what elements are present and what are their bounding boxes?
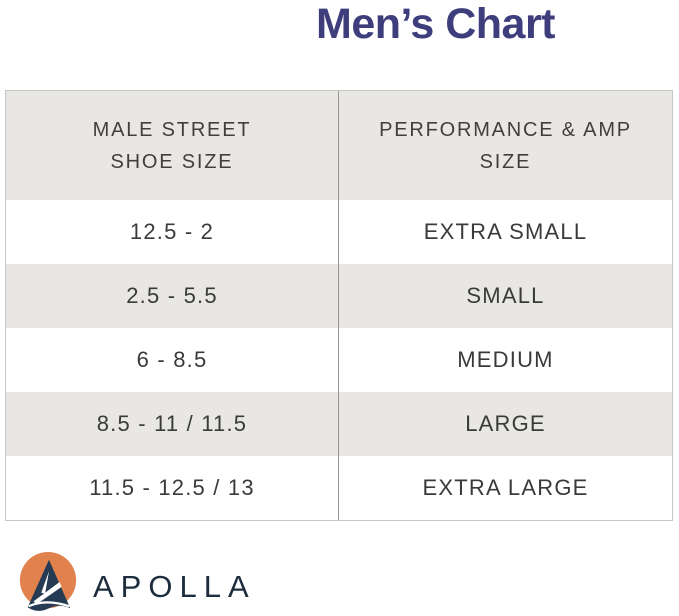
shoe-size-cell: 8.5 - 11 / 11.5 xyxy=(6,392,339,456)
shoe-size-cell: 2.5 - 5.5 xyxy=(6,264,339,328)
table-row: 2.5 - 5.5 SMALL xyxy=(6,264,672,328)
header-shoe-size-line2: SHOE SIZE xyxy=(110,150,234,173)
shoe-size-cell: 11.5 - 12.5 / 13 xyxy=(6,456,339,520)
amp-size-cell: SMALL xyxy=(466,283,545,308)
header-shoe-size: MALE STREET SHOE SIZE xyxy=(6,91,339,200)
apolla-mountain-a-icon xyxy=(17,550,79,616)
table-row: 11.5 - 12.5 / 13 EXTRA LARGE xyxy=(6,456,672,520)
page-title: Men’s Chart xyxy=(316,0,556,48)
header-shoe-size-line1: MALE STREET xyxy=(92,118,252,141)
amp-size-cell: EXTRA LARGE xyxy=(422,475,589,500)
amp-size-cell: EXTRA SMALL xyxy=(423,219,588,244)
table-row: 6 - 8.5 MEDIUM xyxy=(6,328,672,392)
shoe-size-cell: 12.5 - 2 xyxy=(6,200,339,264)
shoe-size-cell: 6 - 8.5 xyxy=(6,328,339,392)
table-row: 8.5 - 11 / 11.5 LARGE xyxy=(6,392,672,456)
amp-size-cell: LARGE xyxy=(465,411,546,436)
header-amp-size-line2: SIZE xyxy=(479,150,532,173)
header-amp-size-line1: PERFORMANCE & AMP xyxy=(379,118,632,141)
table-header-row: MALE STREET SHOE SIZE PERFORMANCE & AMP … xyxy=(6,91,672,200)
brand-logo: APOLLA xyxy=(17,550,256,616)
header-amp-size: PERFORMANCE & AMP SIZE xyxy=(339,91,672,200)
table-row: 12.5 - 2 EXTRA SMALL xyxy=(6,200,672,264)
brand-name: APOLLA xyxy=(93,569,256,604)
amp-size-cell: MEDIUM xyxy=(457,347,554,372)
size-chart-table: MALE STREET SHOE SIZE PERFORMANCE & AMP … xyxy=(5,90,673,521)
